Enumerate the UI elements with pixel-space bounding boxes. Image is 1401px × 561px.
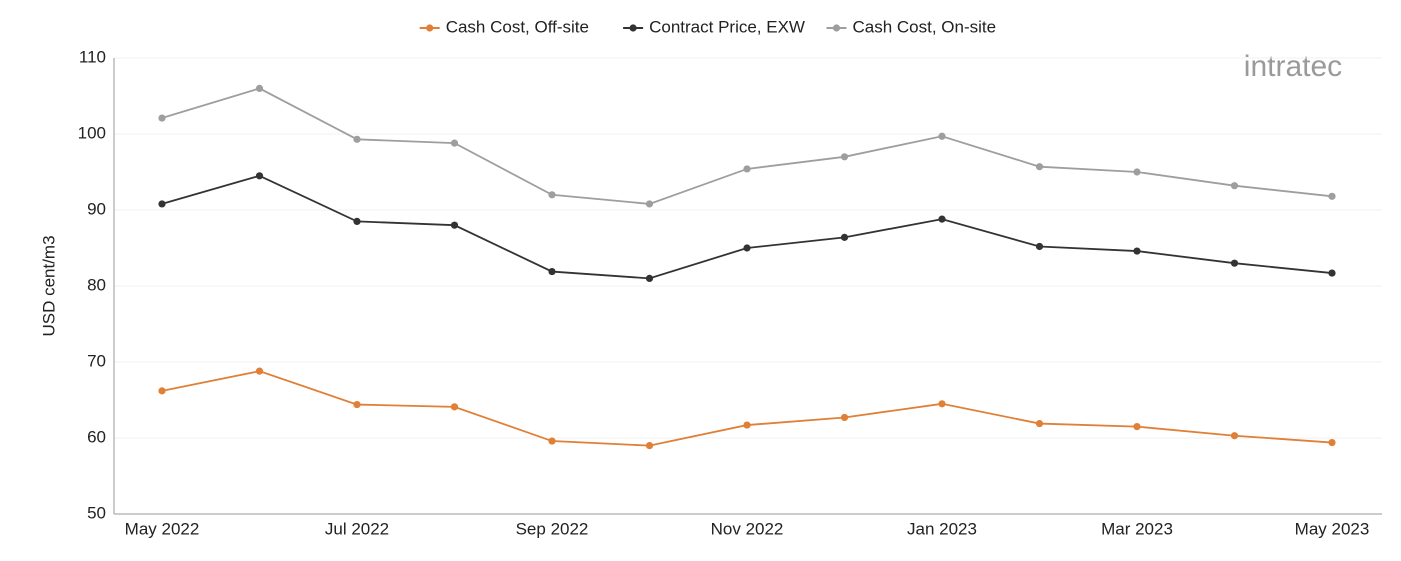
data-point xyxy=(938,132,946,140)
data-point xyxy=(1133,247,1141,255)
data-point xyxy=(743,421,751,429)
data-point xyxy=(450,139,459,147)
legend-label: Contract Price, EXW xyxy=(649,17,805,36)
data-point xyxy=(840,413,849,422)
y-tick-label: 90 xyxy=(87,199,106,218)
data-point xyxy=(353,400,361,409)
y-tick-label: 70 xyxy=(87,351,106,370)
data-point xyxy=(255,172,264,180)
data-point xyxy=(938,215,946,223)
data-point xyxy=(158,387,166,395)
legend-label: Cash Cost, Off-site xyxy=(446,17,589,36)
data-point xyxy=(645,274,654,282)
data-point xyxy=(1328,192,1336,200)
data-point xyxy=(1133,168,1141,176)
data-point xyxy=(645,442,654,450)
data-point xyxy=(645,200,654,208)
data-point xyxy=(158,114,166,122)
x-tick-label: Jan 2023 xyxy=(907,519,977,538)
x-tick-label: Mar 2023 xyxy=(1101,519,1173,538)
data-point xyxy=(450,221,459,229)
data-point xyxy=(158,200,166,208)
data-point xyxy=(840,153,849,161)
data-point xyxy=(548,191,556,199)
data-point xyxy=(1230,259,1239,267)
legend-label: Cash Cost, On-site xyxy=(853,17,997,36)
series-line xyxy=(161,87,1333,205)
data-point xyxy=(1133,423,1141,431)
data-point xyxy=(548,267,556,276)
data-point xyxy=(1328,438,1336,447)
data-point xyxy=(743,165,751,173)
data-point xyxy=(255,84,264,92)
x-tick-label: Nov 2022 xyxy=(711,519,784,538)
y-axis-label: USD cent/m3 xyxy=(39,235,58,336)
data-point xyxy=(255,367,264,375)
legend-swatch-dot xyxy=(832,24,841,32)
logo: intratec xyxy=(1244,50,1342,83)
data-point xyxy=(548,437,556,445)
data-point xyxy=(353,217,361,225)
x-tick-label: Jul 2022 xyxy=(325,519,389,538)
data-point xyxy=(353,135,361,143)
legend-swatch-dot xyxy=(629,24,637,32)
y-tick-label: 60 xyxy=(87,427,106,446)
y-tick-label: 50 xyxy=(87,503,106,522)
legend-swatch-dot xyxy=(426,24,434,32)
series-line xyxy=(161,174,1333,280)
x-tick-label: May 2023 xyxy=(1295,519,1370,538)
data-point xyxy=(1035,419,1044,428)
y-tick-label: 80 xyxy=(87,275,106,294)
x-tick-label: May 2022 xyxy=(125,519,200,538)
data-point xyxy=(743,244,751,252)
data-point xyxy=(1035,163,1044,171)
series-line xyxy=(161,370,1333,447)
data-point xyxy=(1328,269,1336,277)
data-point xyxy=(1035,242,1044,251)
data-point xyxy=(840,233,849,241)
data-point xyxy=(450,403,459,411)
x-tick-label: Sep 2022 xyxy=(516,519,589,538)
y-tick-label: 110 xyxy=(79,47,106,66)
data-point xyxy=(1230,432,1239,440)
data-point xyxy=(1230,182,1239,190)
y-tick-label: 100 xyxy=(78,123,106,142)
data-point xyxy=(938,400,946,408)
